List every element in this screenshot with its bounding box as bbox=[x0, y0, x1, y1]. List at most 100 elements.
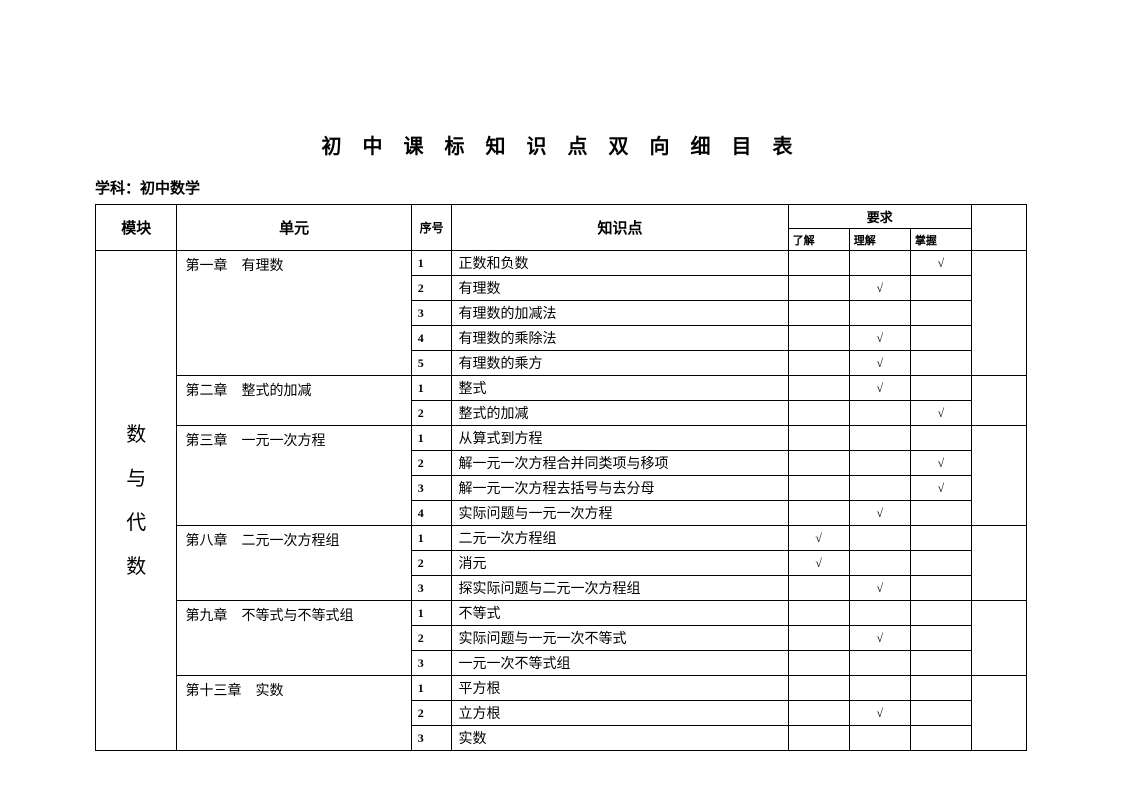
master-cell bbox=[910, 651, 971, 676]
seq-cell: 1 bbox=[411, 376, 452, 401]
master-cell bbox=[910, 551, 971, 576]
trailing-blank-cell bbox=[971, 376, 1026, 426]
knowledge-point-cell: 正数和负数 bbox=[452, 251, 788, 276]
master-cell bbox=[910, 326, 971, 351]
knowledge-point-cell: 实际问题与一元一次方程 bbox=[452, 501, 788, 526]
master-cell bbox=[910, 526, 971, 551]
knowledge-point-cell: 有理数 bbox=[452, 276, 788, 301]
understand-cell bbox=[788, 451, 849, 476]
comprehend-cell bbox=[849, 301, 910, 326]
understand-cell bbox=[788, 476, 849, 501]
header-unit: 单元 bbox=[177, 205, 411, 251]
comprehend-cell bbox=[849, 526, 910, 551]
knowledge-point-cell: 从算式到方程 bbox=[452, 426, 788, 451]
seq-cell: 2 bbox=[411, 276, 452, 301]
master-cell bbox=[910, 426, 971, 451]
table-row: 第九章 不等式与不等式组1不等式 bbox=[96, 601, 1027, 626]
master-cell bbox=[910, 301, 971, 326]
knowledge-point-cell: 有理数的乘方 bbox=[452, 351, 788, 376]
unit-cell: 第十三章 实数 bbox=[177, 676, 411, 751]
comprehend-cell bbox=[849, 251, 910, 276]
comprehend-cell: √ bbox=[849, 276, 910, 301]
seq-cell: 3 bbox=[411, 576, 452, 601]
seq-cell: 1 bbox=[411, 601, 452, 626]
knowledge-point-cell: 整式的加减 bbox=[452, 401, 788, 426]
knowledge-point-cell: 实际问题与一元一次不等式 bbox=[452, 626, 788, 651]
understand-cell bbox=[788, 501, 849, 526]
comprehend-cell bbox=[849, 651, 910, 676]
table-body: 数与代数第一章 有理数1正数和负数√2有理数√3有理数的加减法4有理数的乘除法√… bbox=[96, 251, 1027, 751]
understand-cell bbox=[788, 351, 849, 376]
seq-cell: 4 bbox=[411, 326, 452, 351]
seq-cell: 4 bbox=[411, 501, 452, 526]
comprehend-cell: √ bbox=[849, 626, 910, 651]
comprehend-cell bbox=[849, 551, 910, 576]
understand-cell bbox=[788, 651, 849, 676]
knowledge-point-cell: 解一元一次方程去括号与去分母 bbox=[452, 476, 788, 501]
header-seq: 序号 bbox=[411, 205, 452, 251]
understand-cell bbox=[788, 726, 849, 751]
master-cell: √ bbox=[910, 251, 971, 276]
understand-cell bbox=[788, 301, 849, 326]
understand-cell bbox=[788, 401, 849, 426]
seq-cell: 2 bbox=[411, 401, 452, 426]
header-master: 掌握 bbox=[910, 229, 971, 251]
master-cell bbox=[910, 576, 971, 601]
unit-cell: 第九章 不等式与不等式组 bbox=[177, 601, 411, 676]
table-header: 模块 单元 序号 知识点 要求 了解 理解 掌握 bbox=[96, 205, 1027, 251]
comprehend-cell: √ bbox=[849, 576, 910, 601]
understand-cell bbox=[788, 626, 849, 651]
page-title: 初 中 课 标 知 识 点 双 向 细 目 表 bbox=[95, 130, 1027, 159]
comprehend-cell: √ bbox=[849, 326, 910, 351]
master-cell bbox=[910, 276, 971, 301]
seq-cell: 3 bbox=[411, 726, 452, 751]
master-cell: √ bbox=[910, 401, 971, 426]
unit-cell: 第八章 二元一次方程组 bbox=[177, 526, 411, 601]
seq-cell: 5 bbox=[411, 351, 452, 376]
module-cell: 数与代数 bbox=[96, 251, 177, 751]
master-cell bbox=[910, 376, 971, 401]
seq-cell: 3 bbox=[411, 476, 452, 501]
understand-cell bbox=[788, 676, 849, 701]
seq-cell: 3 bbox=[411, 301, 452, 326]
trailing-blank-cell bbox=[971, 601, 1026, 676]
master-cell bbox=[910, 601, 971, 626]
master-cell bbox=[910, 726, 971, 751]
knowledge-point-cell: 整式 bbox=[452, 376, 788, 401]
understand-cell: √ bbox=[788, 551, 849, 576]
header-knowledge-point: 知识点 bbox=[452, 205, 788, 251]
comprehend-cell bbox=[849, 676, 910, 701]
master-cell bbox=[910, 351, 971, 376]
header-understand: 了解 bbox=[788, 229, 849, 251]
knowledge-point-cell: 探实际问题与二元一次方程组 bbox=[452, 576, 788, 601]
table-row: 第八章 二元一次方程组1二元一次方程组√ bbox=[96, 526, 1027, 551]
seq-cell: 2 bbox=[411, 626, 452, 651]
table-row: 第三章 一元一次方程1从算式到方程 bbox=[96, 426, 1027, 451]
master-cell bbox=[910, 501, 971, 526]
comprehend-cell bbox=[849, 476, 910, 501]
table-row: 第十三章 实数1平方根 bbox=[96, 676, 1027, 701]
seq-cell: 1 bbox=[411, 676, 452, 701]
master-cell: √ bbox=[910, 451, 971, 476]
seq-cell: 1 bbox=[411, 426, 452, 451]
understand-cell bbox=[788, 576, 849, 601]
knowledge-point-cell: 有理数的乘除法 bbox=[452, 326, 788, 351]
master-cell bbox=[910, 676, 971, 701]
understand-cell bbox=[788, 326, 849, 351]
knowledge-point-cell: 一元一次不等式组 bbox=[452, 651, 788, 676]
trailing-blank-cell bbox=[971, 676, 1026, 751]
comprehend-cell bbox=[849, 426, 910, 451]
knowledge-point-cell: 不等式 bbox=[452, 601, 788, 626]
unit-cell: 第三章 一元一次方程 bbox=[177, 426, 411, 526]
knowledge-point-cell: 平方根 bbox=[452, 676, 788, 701]
header-comprehend: 理解 bbox=[849, 229, 910, 251]
header-requirement: 要求 bbox=[788, 205, 971, 229]
knowledge-point-cell: 有理数的加减法 bbox=[452, 301, 788, 326]
master-cell: √ bbox=[910, 476, 971, 501]
comprehend-cell: √ bbox=[849, 701, 910, 726]
knowledge-point-cell: 解一元一次方程合并同类项与移项 bbox=[452, 451, 788, 476]
header-module: 模块 bbox=[96, 205, 177, 251]
comprehend-cell bbox=[849, 726, 910, 751]
understand-cell bbox=[788, 701, 849, 726]
comprehend-cell bbox=[849, 401, 910, 426]
